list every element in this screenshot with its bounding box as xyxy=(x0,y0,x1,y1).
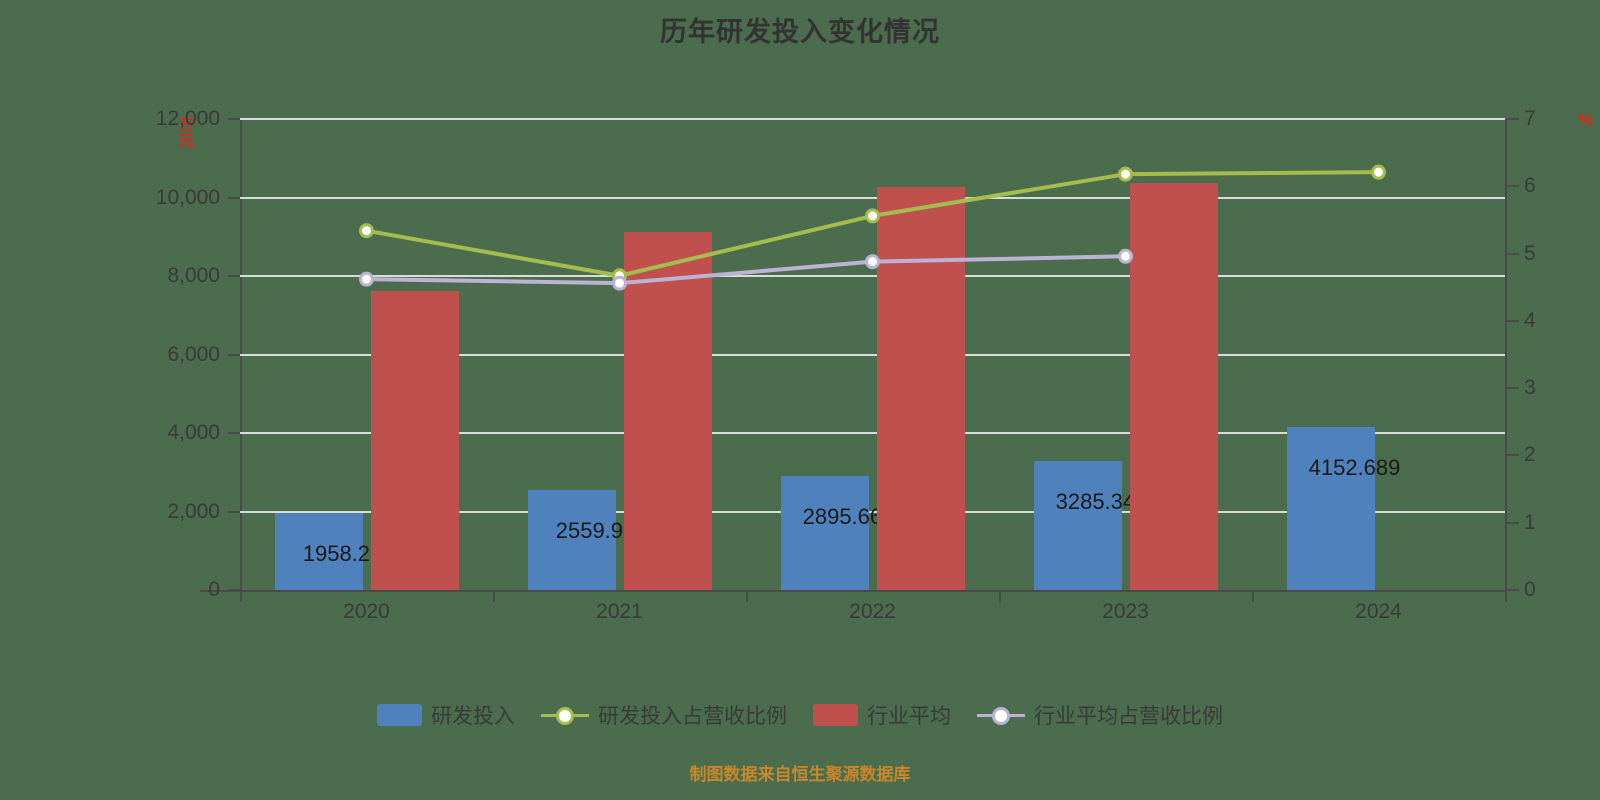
left-axis-tick-mark xyxy=(228,275,240,277)
bar-industry-average-2020[interactable] xyxy=(370,291,459,590)
bar-industry-average-2023[interactable] xyxy=(1129,182,1218,590)
legend-item-label: 研发投入 xyxy=(431,705,515,728)
x-axis-tick-label: 2022 xyxy=(849,600,896,623)
bar-rd-investment-2021[interactable] xyxy=(527,489,616,590)
gridline xyxy=(240,353,1505,356)
gridline xyxy=(240,118,1505,120)
right-axis-tick-label: 2 xyxy=(1524,443,1536,467)
right-axis-tick-mark xyxy=(1507,387,1519,390)
right-axis-tick-label: 3 xyxy=(1524,376,1536,400)
x-axis-tick-mark xyxy=(240,590,242,602)
bar-value-label: 2559.97 xyxy=(555,517,636,543)
left-axis-tick-mark xyxy=(228,589,240,591)
gridline xyxy=(240,432,1505,434)
right-axis-tick-label: 0 xyxy=(1524,578,1536,601)
x-axis-tick-mark xyxy=(999,590,1001,602)
right-axis-tick-mark xyxy=(1507,521,1519,524)
legend-line-icon xyxy=(541,704,589,726)
right-axis-tick-mark xyxy=(1507,118,1519,120)
plot-area: 1958.28 2559.97 2895.664 3285.348 4152.689 xyxy=(240,118,1505,590)
legend-item[interactable]: 行业平均 xyxy=(813,700,951,730)
legend-item[interactable]: 行业平均占营收比例 xyxy=(977,700,1223,730)
gridline xyxy=(240,510,1505,513)
x-axis-tick-label: 2023 xyxy=(1102,600,1149,623)
left-axis-tick-label: 8,000 xyxy=(167,264,220,287)
right-axis-tick-mark xyxy=(1507,589,1519,591)
x-axis-tick-label: 2021 xyxy=(596,600,643,623)
legend-swatch-icon xyxy=(377,704,422,726)
bar-rd-investment-2023[interactable] xyxy=(1033,461,1122,590)
right-axis-tick-label: 7 xyxy=(1524,107,1536,130)
legend-item[interactable]: 研发投入 xyxy=(377,700,515,730)
x-axis-tick-mark xyxy=(746,590,748,602)
left-axis-tick-mark xyxy=(228,118,240,120)
footer-source-note: 制图数据来自恒生聚源数据库 xyxy=(689,765,911,784)
left-axis-tick-mark xyxy=(228,432,240,434)
bar-rd-investment-2020[interactable] xyxy=(274,513,363,590)
x-axis-tick-label: 2020 xyxy=(343,600,390,623)
gridline xyxy=(240,275,1505,277)
left-axis-unit-label: 万元 xyxy=(178,117,194,150)
left-axis-tick-mark xyxy=(228,353,240,356)
right-axis-unit-label: % xyxy=(1578,110,1594,129)
left-axis-tick-label: 6,000 xyxy=(167,342,220,366)
legend-item-label: 研发投入占营收比例 xyxy=(598,705,787,728)
right-axis-tick-mark xyxy=(1507,319,1519,322)
left-axis-tick-label: 4,000 xyxy=(167,421,220,444)
legend-item-label: 行业平均 xyxy=(867,705,951,728)
x-axis-tick-mark xyxy=(1505,590,1507,602)
gridline xyxy=(240,196,1505,199)
right-axis-tick-label: 6 xyxy=(1524,174,1536,198)
right-axis-line xyxy=(1505,119,1507,590)
legend-item[interactable]: 研发投入占营收比例 xyxy=(541,700,787,730)
right-axis-tick-mark xyxy=(1507,185,1519,188)
right-axis-tick-mark xyxy=(1507,454,1519,457)
bar-industry-average-2021[interactable] xyxy=(623,232,712,590)
right-axis-tick-label: 1 xyxy=(1524,510,1536,534)
right-axis-tick-mark xyxy=(1507,252,1519,255)
left-axis-tick-mark xyxy=(228,510,240,513)
legend-swatch-icon xyxy=(813,704,858,726)
legend-line-icon xyxy=(977,704,1025,726)
bar-rd-investment-2024[interactable] xyxy=(1286,427,1375,590)
chart-title: 历年研发投入变化情况 xyxy=(660,17,940,47)
chart-legend: 研发投入 研发投入占营收比例 行业平均 行业平均占营收比例 xyxy=(0,700,1600,730)
legend-item-label: 行业平均占营收比例 xyxy=(1034,705,1223,728)
bar-industry-average-2022[interactable] xyxy=(876,186,965,590)
left-axis-tick-mark xyxy=(228,196,240,199)
x-axis-line xyxy=(200,590,1505,592)
left-axis-tick-label: 2,000 xyxy=(167,499,220,523)
x-axis-tick-mark xyxy=(1252,590,1254,602)
left-axis-tick-label: 0 xyxy=(208,578,220,601)
right-axis-tick-label: 4 xyxy=(1524,308,1536,332)
x-axis-tick-mark xyxy=(493,590,495,602)
left-axis-tick-label: 12,000 xyxy=(155,107,220,130)
bar-rd-investment-2022[interactable] xyxy=(780,476,869,590)
x-axis-tick-label: 2024 xyxy=(1355,600,1402,623)
left-axis-tick-label: 10,000 xyxy=(155,185,220,209)
right-axis-tick-label: 5 xyxy=(1524,241,1536,265)
bar-value-label: 4152.689 xyxy=(1308,455,1401,480)
bar-value-label: 1958.28 xyxy=(302,541,383,567)
left-axis-tick-labels: 0 2,000 4,000 6,000 8,000 10,000 12,000 xyxy=(60,0,220,601)
